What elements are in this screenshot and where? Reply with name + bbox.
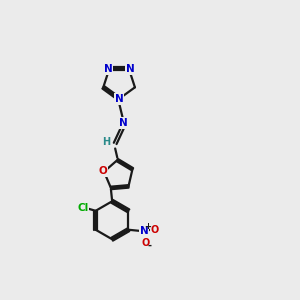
Text: O: O <box>150 225 159 235</box>
Text: N: N <box>119 118 128 128</box>
Text: +: + <box>145 223 152 232</box>
Text: N: N <box>115 94 124 104</box>
Text: H: H <box>102 137 110 147</box>
Text: Cl: Cl <box>77 203 88 214</box>
Text: -: - <box>148 241 152 251</box>
Text: O: O <box>98 166 107 176</box>
Text: N: N <box>126 64 134 74</box>
Text: O: O <box>142 238 150 248</box>
Text: N: N <box>104 64 112 74</box>
Text: N: N <box>140 226 148 236</box>
